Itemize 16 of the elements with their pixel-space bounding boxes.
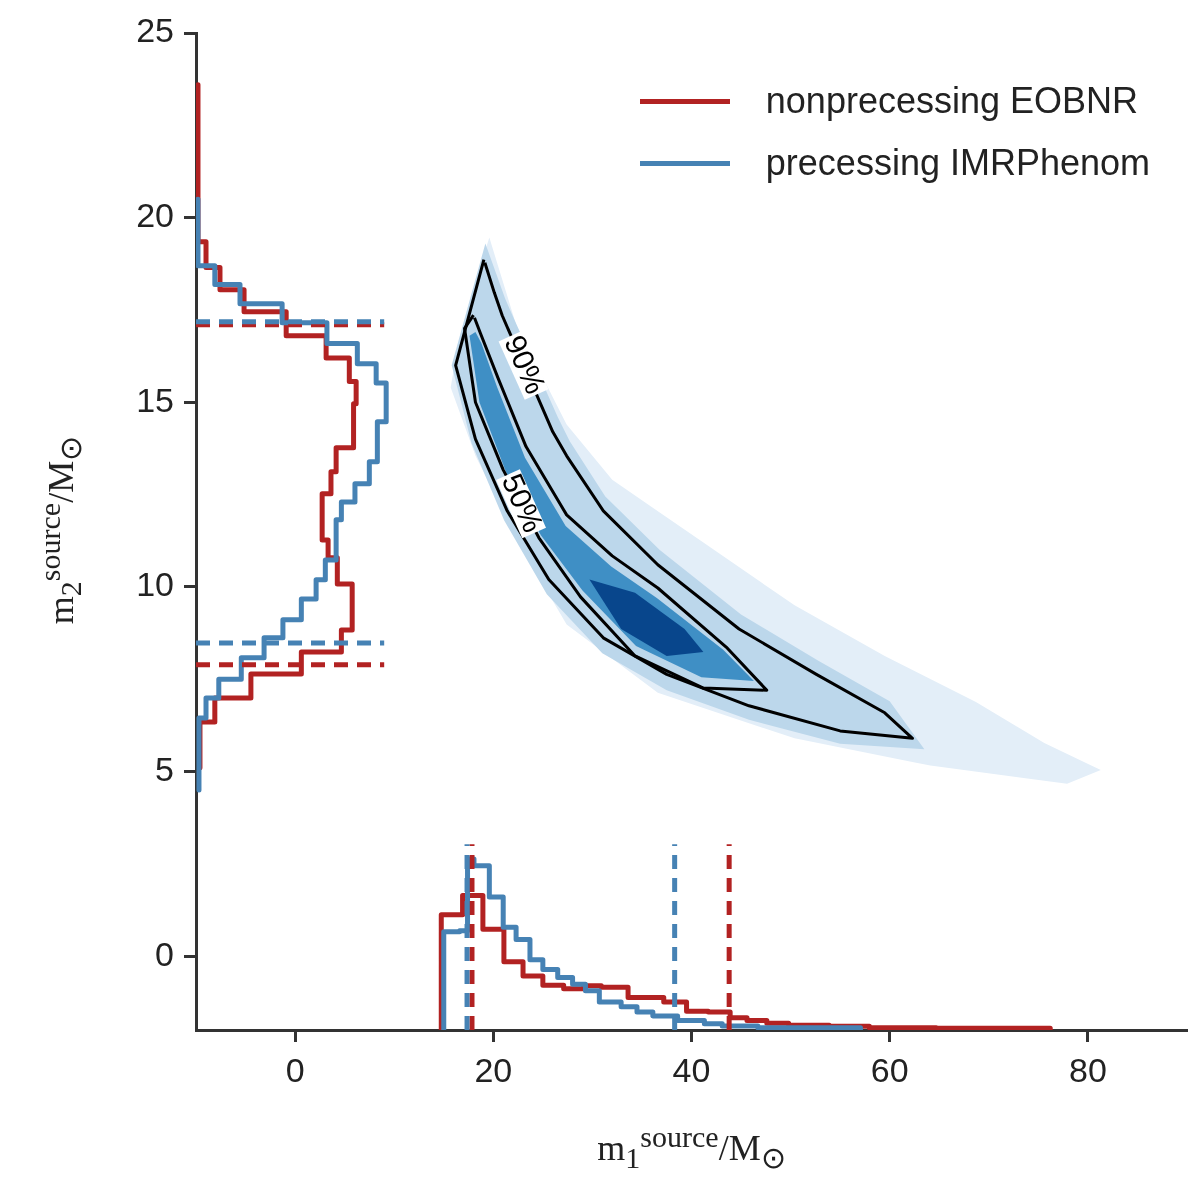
- annotation: 50%: [495, 468, 551, 538]
- legend-label: precessing IMRPhenom: [765, 142, 1150, 184]
- y-tick-label: 20: [136, 196, 174, 234]
- y-tick-label: 5: [155, 749, 174, 788]
- x-tick-label: 40: [672, 1050, 711, 1089]
- y-tick-label: 15: [136, 380, 174, 419]
- y-tick-label: 0: [155, 934, 174, 973]
- x-tick-label: 80: [1068, 1050, 1107, 1089]
- x-tick-label: 0: [285, 1050, 305, 1089]
- x-tick-label: 60: [870, 1050, 909, 1089]
- x-tick-label: 20: [474, 1050, 513, 1089]
- y-tick-label: 10: [136, 565, 174, 604]
- y-tick-label: 25: [136, 11, 174, 50]
- annotation: 90%: [498, 330, 553, 399]
- legend-label: nonprecessing EOBNR: [765, 80, 1139, 122]
- x-axis-title: m$_{1}$$^{source}$/M$_{⊙}$: [596, 1120, 787, 1176]
